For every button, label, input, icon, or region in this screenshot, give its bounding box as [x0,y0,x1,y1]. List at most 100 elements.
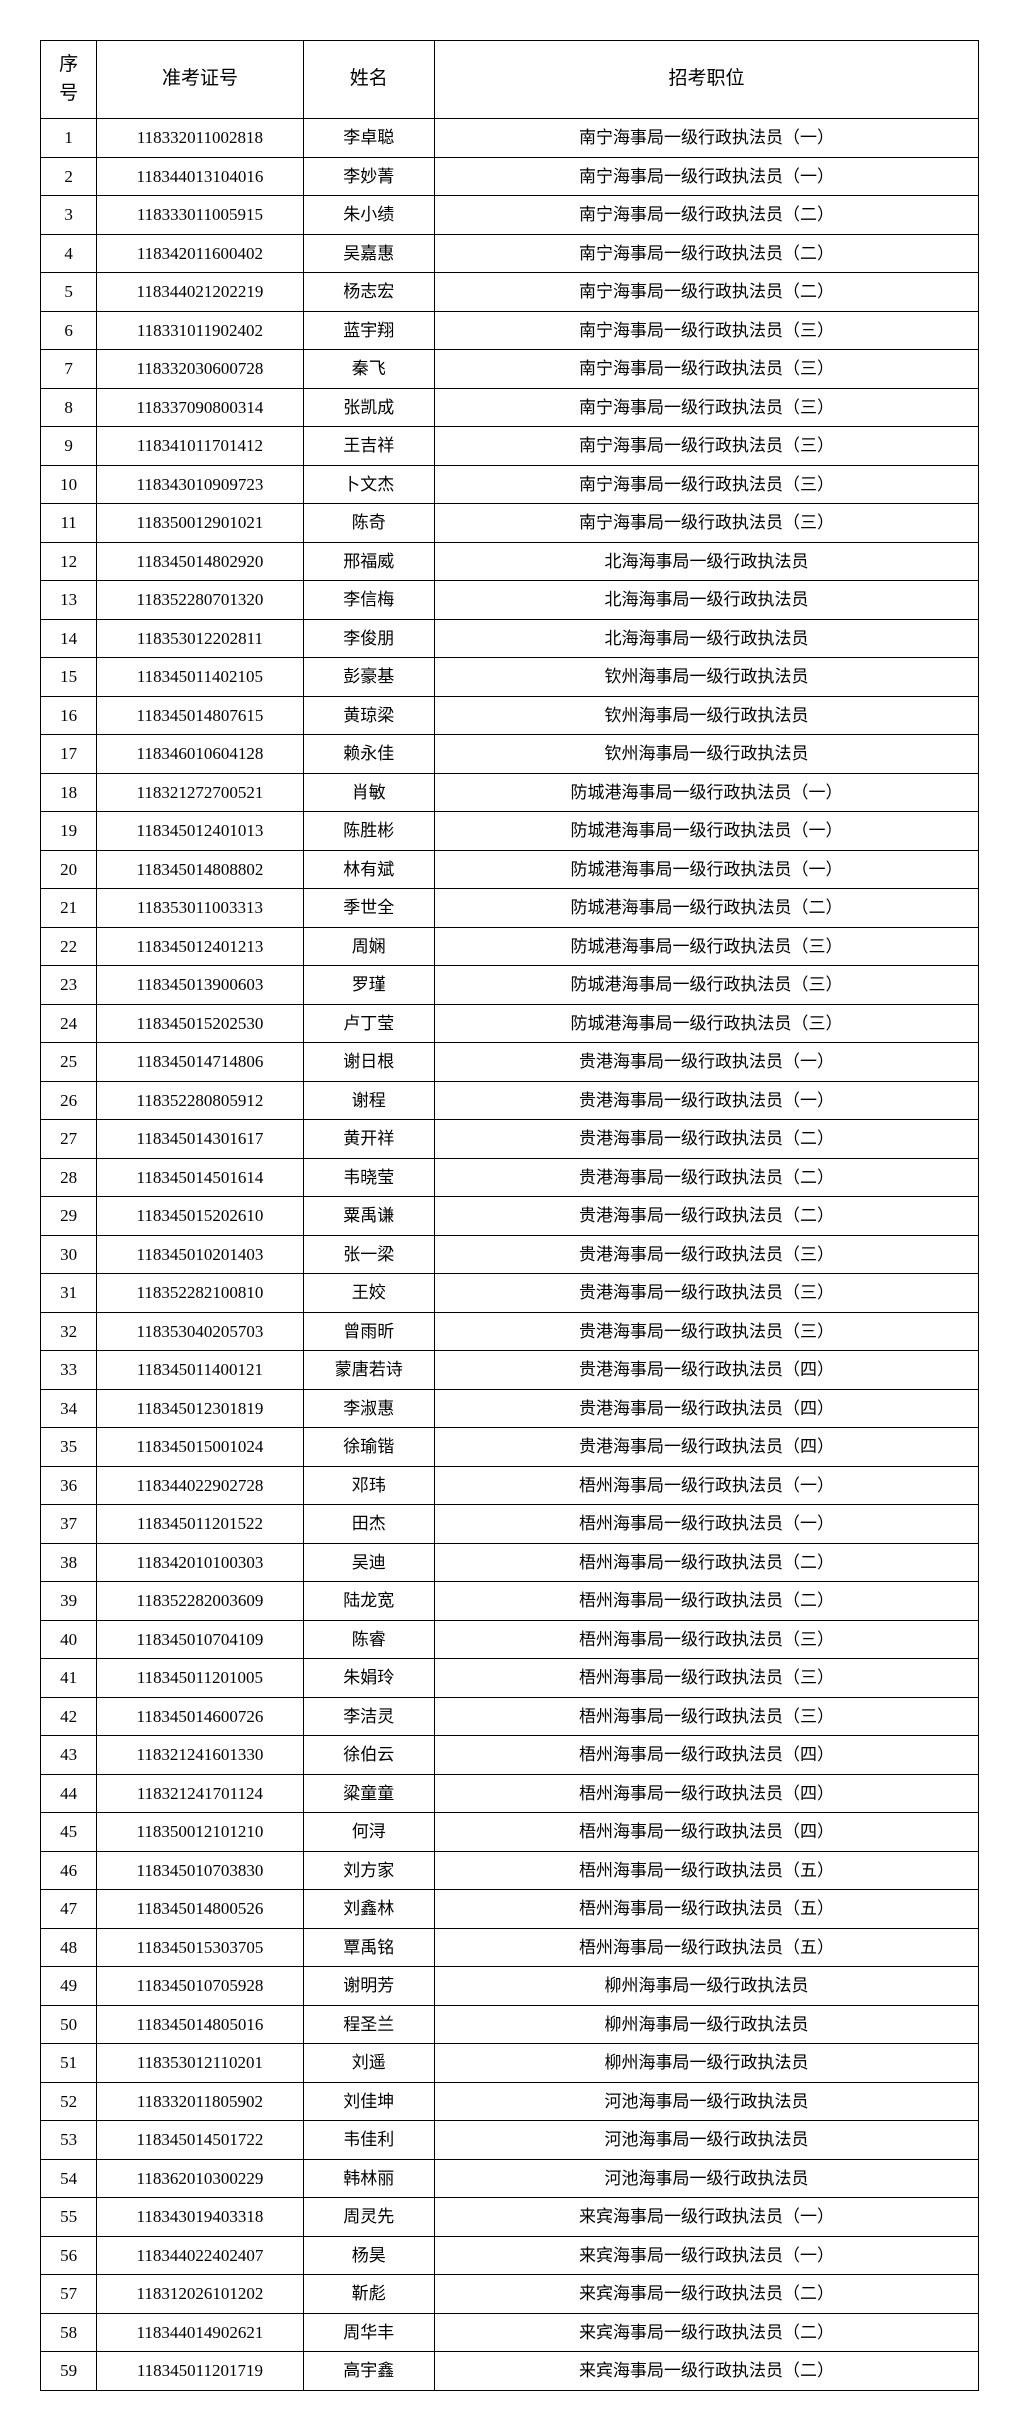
cell-name: 杨昊 [303,2236,434,2275]
cell-position: 北海海事局一级行政执法员 [434,581,978,620]
table-row: 4118342011600402吴嘉惠南宁海事局一级行政执法员（二） [41,234,979,273]
cell-seq: 21 [41,889,97,928]
cell-position: 防城港海事局一级行政执法员（一） [434,812,978,851]
cell-name: 周灵先 [303,2198,434,2237]
cell-ticket: 118332011805902 [97,2082,303,2121]
cell-seq: 44 [41,1774,97,1813]
cell-ticket: 118345014301617 [97,1120,303,1159]
cell-ticket: 118350012101210 [97,1813,303,1852]
table-row: 35118345015001024徐瑜锴贵港海事局一级行政执法员（四） [41,1428,979,1467]
table-row: 26118352280805912谢程贵港海事局一级行政执法员（一） [41,1081,979,1120]
cell-seq: 48 [41,1928,97,1967]
cell-ticket: 118345010705928 [97,1967,303,2006]
table-row: 22118345012401213周娴防城港海事局一级行政执法员（三） [41,927,979,966]
cell-position: 贵港海事局一级行政执法员（四） [434,1428,978,1467]
cell-ticket: 118345014714806 [97,1043,303,1082]
cell-position: 南宁海事局一级行政执法员（三） [434,388,978,427]
cell-position: 来宾海事局一级行政执法员（一） [434,2198,978,2237]
table-row: 27118345014301617黄开祥贵港海事局一级行政执法员（二） [41,1120,979,1159]
cell-name: 韩林丽 [303,2159,434,2198]
cell-name: 曾雨昕 [303,1312,434,1351]
cell-name: 卜文杰 [303,465,434,504]
cell-position: 南宁海事局一级行政执法员（三） [434,350,978,389]
cell-name: 卢丁莹 [303,1004,434,1043]
cell-position: 梧州海事局一级行政执法员（五） [434,1890,978,1929]
cell-name: 李妙菁 [303,157,434,196]
cell-seq: 19 [41,812,97,851]
cell-name: 韦佳利 [303,2121,434,2160]
table-row: 24118345015202530卢丁莹防城港海事局一级行政执法员（三） [41,1004,979,1043]
cell-name: 李俊朋 [303,619,434,658]
cell-position: 柳州海事局一级行政执法员 [434,1967,978,2006]
cell-name: 邢福威 [303,542,434,581]
cell-ticket: 118321272700521 [97,773,303,812]
cell-ticket: 118352282100810 [97,1274,303,1313]
cell-name: 邓玮 [303,1466,434,1505]
cell-seq: 53 [41,2121,97,2160]
table-row: 12118345014802920邢福威北海海事局一级行政执法员 [41,542,979,581]
cell-name: 李卓聪 [303,119,434,158]
cell-seq: 41 [41,1659,97,1698]
cell-seq: 29 [41,1197,97,1236]
cell-ticket: 118312026101202 [97,2275,303,2314]
table-row: 43118321241601330徐伯云梧州海事局一级行政执法员（四） [41,1736,979,1775]
cell-position: 南宁海事局一级行政执法员（二） [434,273,978,312]
cell-name: 吴嘉惠 [303,234,434,273]
cell-position: 梧州海事局一级行政执法员（一） [434,1466,978,1505]
cell-name: 李信梅 [303,581,434,620]
cell-seq: 39 [41,1582,97,1621]
table-row: 56118344022402407杨昊来宾海事局一级行政执法员（一） [41,2236,979,2275]
table-row: 18118321272700521肖敏防城港海事局一级行政执法员（一） [41,773,979,812]
cell-ticket: 118345010201403 [97,1235,303,1274]
cell-name: 李洁灵 [303,1697,434,1736]
cell-seq: 24 [41,1004,97,1043]
cell-position: 防城港海事局一级行政执法员（三） [434,927,978,966]
cell-seq: 4 [41,234,97,273]
cell-seq: 20 [41,850,97,889]
cell-ticket: 118345014807615 [97,696,303,735]
table-row: 59118345011201719高宇鑫来宾海事局一级行政执法员（二） [41,2352,979,2391]
table-row: 29118345015202610粟禹谦贵港海事局一级行政执法员（二） [41,1197,979,1236]
cell-seq: 35 [41,1428,97,1467]
table-body: 1118332011002818李卓聪南宁海事局一级行政执法员（一）211834… [41,119,979,2391]
exam-roster-table: 序 号 准考证号 姓名 招考职位 1118332011002818李卓聪南宁海事… [40,40,979,2391]
cell-position: 防城港海事局一级行政执法员（一） [434,850,978,889]
cell-seq: 16 [41,696,97,735]
cell-ticket: 118341011701412 [97,427,303,466]
cell-ticket: 118344013104016 [97,157,303,196]
cell-seq: 25 [41,1043,97,1082]
cell-name: 刘佳坤 [303,2082,434,2121]
table-row: 16118345014807615黄琼梁钦州海事局一级行政执法员 [41,696,979,735]
cell-ticket: 118344021202219 [97,273,303,312]
cell-position: 河池海事局一级行政执法员 [434,2121,978,2160]
cell-name: 赖永佳 [303,735,434,774]
table-row: 9118341011701412王吉祥南宁海事局一级行政执法员（三） [41,427,979,466]
cell-name: 张一梁 [303,1235,434,1274]
cell-ticket: 118346010604128 [97,735,303,774]
cell-ticket: 118343019403318 [97,2198,303,2237]
cell-ticket: 118353011003313 [97,889,303,928]
table-row: 38118342010100303吴迪梧州海事局一级行政执法员（二） [41,1543,979,1582]
table-row: 13118352280701320李信梅北海海事局一级行政执法员 [41,581,979,620]
table-row: 31118352282100810王姣贵港海事局一级行政执法员（三） [41,1274,979,1313]
cell-seq: 28 [41,1158,97,1197]
cell-position: 防城港海事局一级行政执法员（二） [434,889,978,928]
cell-seq: 27 [41,1120,97,1159]
cell-position: 贵港海事局一级行政执法员（二） [434,1158,978,1197]
header-ticket: 准考证号 [97,41,303,119]
cell-ticket: 118345011400121 [97,1351,303,1390]
cell-name: 靳彪 [303,2275,434,2314]
cell-ticket: 118345015202610 [97,1197,303,1236]
cell-position: 梧州海事局一级行政执法员（五） [434,1851,978,1890]
cell-ticket: 118353012202811 [97,619,303,658]
cell-name: 李淑惠 [303,1389,434,1428]
table-row: 42118345014600726李洁灵梧州海事局一级行政执法员（三） [41,1697,979,1736]
cell-seq: 45 [41,1813,97,1852]
cell-ticket: 118342011600402 [97,234,303,273]
cell-position: 南宁海事局一级行政执法员（三） [434,311,978,350]
cell-seq: 46 [41,1851,97,1890]
table-row: 39118352282003609陆龙宽梧州海事局一级行政执法员（二） [41,1582,979,1621]
cell-position: 来宾海事局一级行政执法员（二） [434,2313,978,2352]
cell-name: 覃禹铭 [303,1928,434,1967]
cell-name: 黄开祥 [303,1120,434,1159]
